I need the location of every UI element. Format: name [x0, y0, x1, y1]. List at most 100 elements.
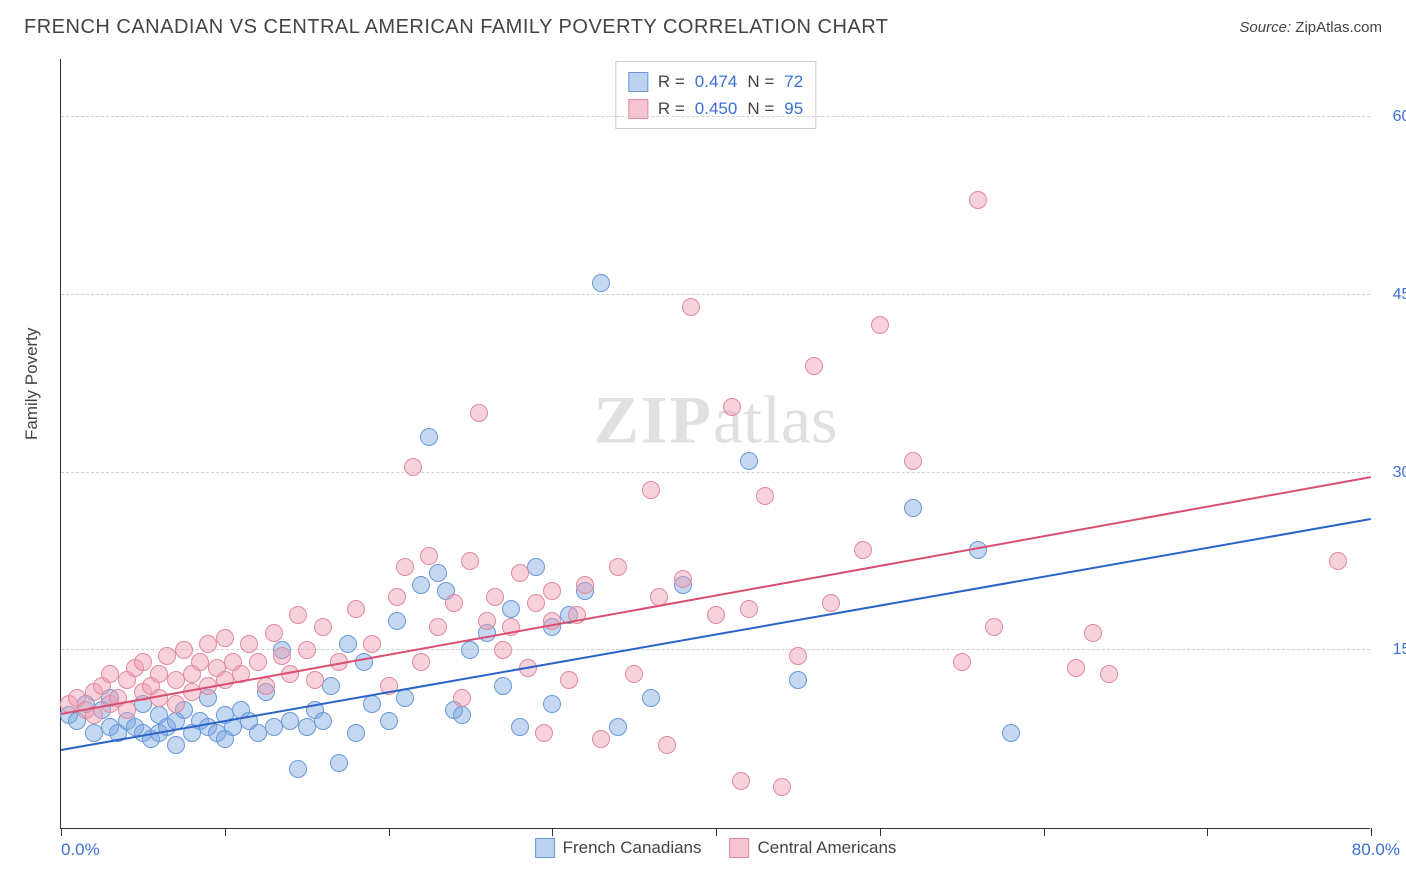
- data-point: [723, 398, 741, 416]
- data-point: [461, 552, 479, 570]
- source-label: Source:: [1239, 19, 1291, 36]
- data-point: [576, 576, 594, 594]
- data-point: [289, 760, 307, 778]
- data-point: [854, 541, 872, 559]
- swatch-series-a: [628, 72, 648, 92]
- x-tick: [1044, 828, 1045, 836]
- data-point: [314, 618, 332, 636]
- x-axis-min-label: 0.0%: [61, 840, 100, 860]
- data-point: [1084, 624, 1102, 642]
- legend: French Canadians Central Americans: [535, 838, 897, 858]
- legend-swatch-a: [535, 838, 555, 858]
- data-point: [1329, 552, 1347, 570]
- data-point: [642, 689, 660, 707]
- data-point: [240, 635, 258, 653]
- data-point: [388, 588, 406, 606]
- data-point: [543, 695, 561, 713]
- data-point: [322, 677, 340, 695]
- data-point: [453, 689, 471, 707]
- y-axis-title: Family Poverty: [22, 328, 42, 440]
- data-point: [953, 653, 971, 671]
- gridline: [61, 472, 1370, 473]
- data-point: [658, 736, 676, 754]
- data-point: [167, 736, 185, 754]
- n-value-b: 95: [784, 95, 803, 122]
- data-point: [511, 718, 529, 736]
- x-tick: [61, 828, 62, 836]
- data-point: [805, 357, 823, 375]
- data-point: [494, 641, 512, 659]
- legend-label-a: French Canadians: [563, 838, 702, 858]
- stats-row-a: R = 0.474 N = 72: [628, 68, 803, 95]
- data-point: [355, 653, 373, 671]
- data-point: [412, 576, 430, 594]
- data-point: [682, 298, 700, 316]
- x-tick: [716, 828, 717, 836]
- data-point: [969, 191, 987, 209]
- x-tick: [880, 828, 881, 836]
- data-point: [740, 600, 758, 618]
- data-point: [453, 706, 471, 724]
- data-point: [478, 612, 496, 630]
- data-point: [1067, 659, 1085, 677]
- data-point: [257, 677, 275, 695]
- data-point: [199, 635, 217, 653]
- gridline: [61, 649, 1370, 650]
- data-point: [732, 772, 750, 790]
- data-point: [339, 635, 357, 653]
- x-tick: [225, 828, 226, 836]
- data-point: [85, 724, 103, 742]
- data-point: [822, 594, 840, 612]
- data-point: [592, 274, 610, 292]
- data-point: [420, 547, 438, 565]
- data-point: [1100, 665, 1118, 683]
- stats-row-b: R = 0.450 N = 95: [628, 95, 803, 122]
- data-point: [625, 665, 643, 683]
- correlation-stats-box: R = 0.474 N = 72 R = 0.450 N = 95: [615, 61, 816, 129]
- data-point: [871, 316, 889, 334]
- r-value-a: 0.474: [695, 68, 738, 95]
- data-point: [404, 458, 422, 476]
- data-point: [249, 724, 267, 742]
- data-point: [265, 718, 283, 736]
- watermark-atlas: atlas: [713, 382, 838, 458]
- data-point: [380, 712, 398, 730]
- r-label: R =: [658, 95, 685, 122]
- data-point: [347, 600, 365, 618]
- data-point: [101, 665, 119, 683]
- trend-line: [61, 518, 1371, 751]
- data-point: [191, 653, 209, 671]
- watermark-zip: ZIP: [594, 382, 713, 458]
- data-point: [265, 624, 283, 642]
- data-point: [740, 452, 758, 470]
- data-point: [388, 612, 406, 630]
- data-point: [543, 582, 561, 600]
- y-tick-label: 15.0%: [1393, 641, 1406, 659]
- data-point: [674, 570, 692, 588]
- data-point: [150, 665, 168, 683]
- data-point: [158, 647, 176, 665]
- legend-item-b: Central Americans: [730, 838, 897, 858]
- data-point: [1002, 724, 1020, 742]
- data-point: [707, 606, 725, 624]
- data-point: [347, 724, 365, 742]
- data-point: [167, 671, 185, 689]
- data-point: [609, 558, 627, 576]
- data-point: [314, 712, 332, 730]
- data-point: [470, 404, 488, 422]
- x-tick: [389, 828, 390, 836]
- data-point: [560, 671, 578, 689]
- x-axis-max-label: 80.0%: [1352, 840, 1400, 860]
- data-point: [363, 695, 381, 713]
- data-point: [904, 499, 922, 517]
- data-point: [363, 635, 381, 653]
- data-point: [502, 600, 520, 618]
- data-point: [396, 558, 414, 576]
- data-point: [249, 653, 267, 671]
- data-point: [985, 618, 1003, 636]
- r-value-b: 0.450: [695, 95, 738, 122]
- r-label: R =: [658, 68, 685, 95]
- legend-label-b: Central Americans: [758, 838, 897, 858]
- x-tick: [1371, 828, 1372, 836]
- data-point: [789, 671, 807, 689]
